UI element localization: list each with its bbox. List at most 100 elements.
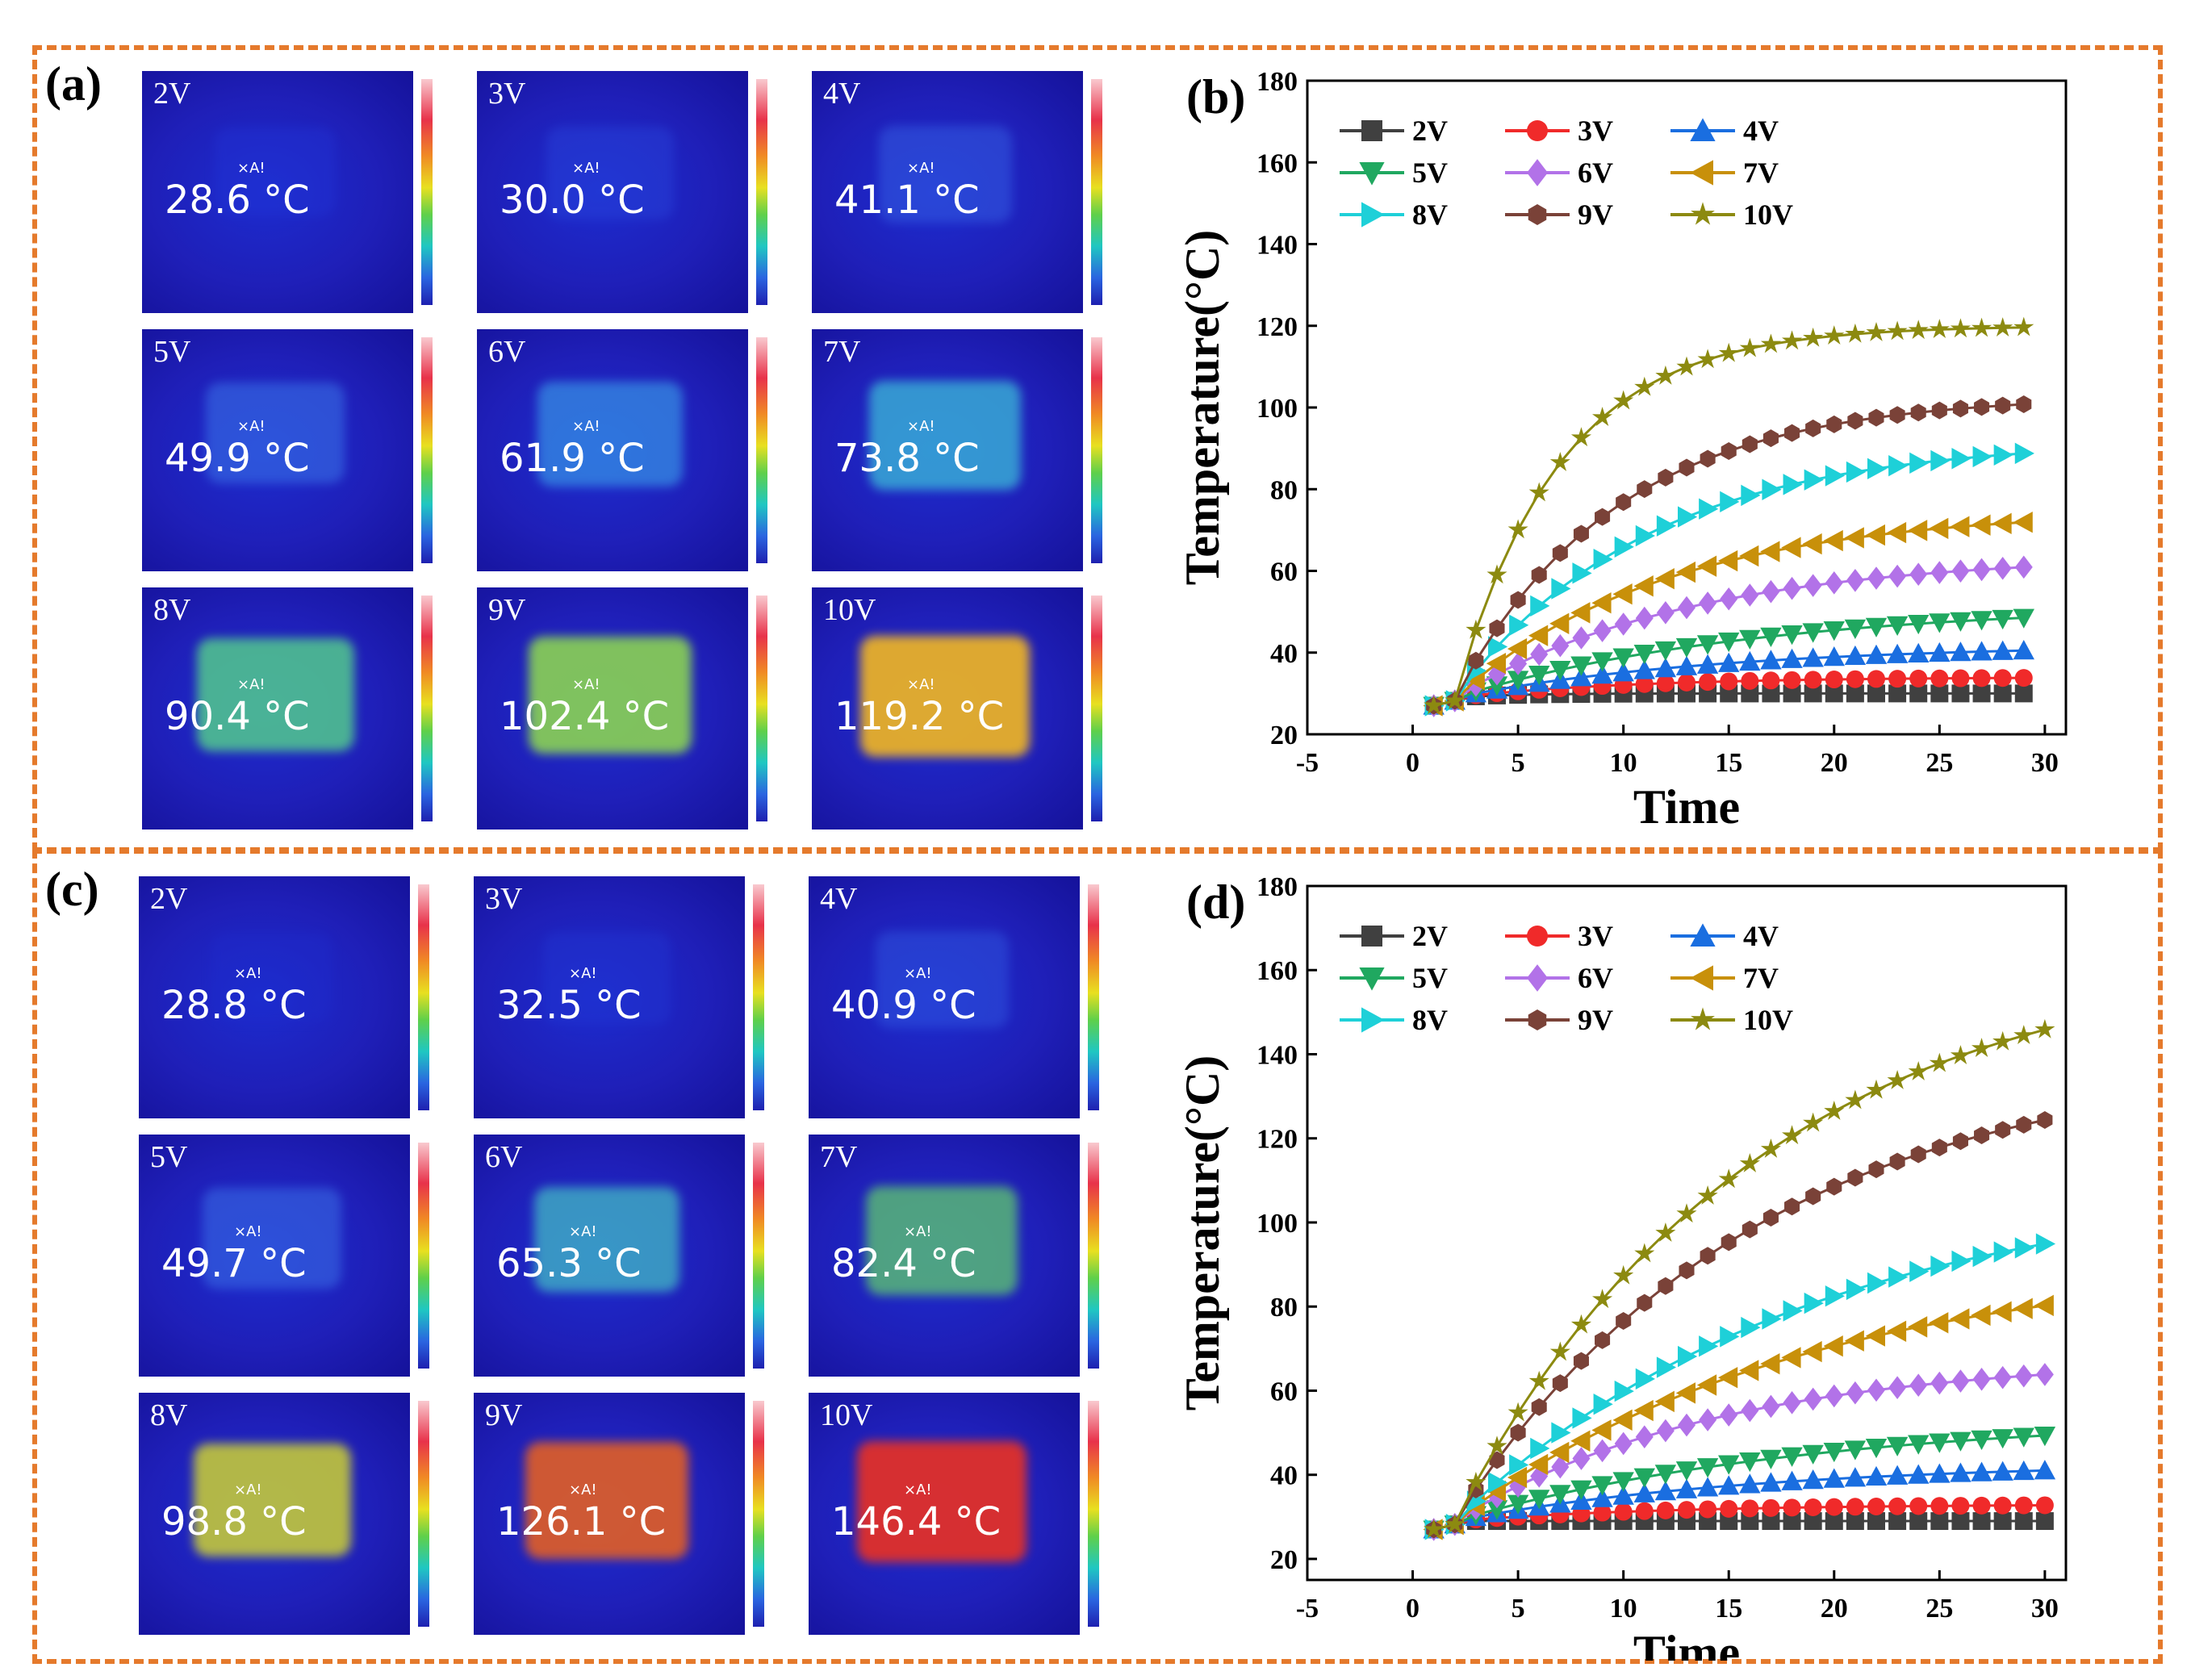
data-point — [1699, 1408, 1717, 1431]
data-point — [1929, 517, 1949, 540]
data-point — [1678, 506, 1698, 528]
data-point — [1950, 612, 1971, 632]
spot-marker: ×A! — [572, 160, 600, 177]
hot-region — [215, 127, 336, 216]
legend-marker — [1361, 1007, 1385, 1033]
voltage-label: 2V — [150, 882, 188, 916]
data-point — [1696, 1458, 1719, 1478]
data-point — [1595, 1331, 1611, 1349]
data-point — [1718, 342, 1739, 362]
hot-region — [860, 636, 1030, 757]
thermal-image-10v: 10V ×A! 146.4 °C — [809, 1393, 1080, 1635]
colorbar — [1088, 1401, 1099, 1627]
data-point — [1950, 1462, 1971, 1482]
data-point — [1909, 562, 1928, 587]
data-point — [1592, 407, 1613, 427]
data-point — [1593, 1394, 1613, 1415]
thermal-image-3v: 3V ×A! 32.5 °C — [474, 876, 745, 1118]
legend-entry-5v: 5V — [1340, 962, 1448, 994]
data-point — [1633, 659, 1655, 679]
data-point — [1930, 1512, 1949, 1531]
series-line — [1433, 1028, 2046, 1531]
data-point — [1909, 1260, 1930, 1282]
data-point — [1656, 600, 1675, 625]
data-point — [1697, 1185, 1718, 1205]
data-point — [1824, 1101, 1845, 1120]
data-point — [1886, 616, 1909, 636]
data-point — [1720, 1512, 1738, 1531]
data-point — [1760, 333, 1781, 353]
hot-region — [866, 1185, 1018, 1295]
data-point — [1760, 1449, 1782, 1469]
data-point — [1612, 1409, 1633, 1431]
thermal-image-4v: 4V ×A! 41.1 °C — [812, 71, 1083, 313]
legend-entry-4v: 4V — [1670, 920, 1779, 952]
data-point — [1424, 1519, 1445, 1539]
data-point — [1528, 1490, 1550, 1510]
data-point — [1865, 1438, 1888, 1459]
data-point — [1552, 1374, 1568, 1393]
data-point — [1655, 365, 1676, 385]
data-point — [1591, 664, 1613, 684]
data-point — [1908, 1060, 1929, 1080]
x-tick-label: 25 — [1925, 1594, 1953, 1624]
data-point — [1824, 325, 1845, 345]
data-point — [1825, 684, 1843, 703]
data-point — [2014, 1237, 2034, 1259]
data-point — [1549, 1441, 1570, 1464]
data-point — [1951, 1250, 1971, 1273]
data-point — [1633, 1482, 1655, 1502]
data-point — [1972, 445, 1992, 468]
data-point — [2035, 1496, 2054, 1515]
data-point — [1530, 1437, 1550, 1460]
legend-marker — [1528, 1009, 1547, 1030]
data-point — [1762, 1498, 1780, 1517]
data-point — [1572, 626, 1591, 650]
y-tick-label: 20 — [1270, 1545, 1298, 1575]
legend-marker — [1361, 120, 1382, 141]
spot-marker: ×A! — [234, 1481, 262, 1498]
data-point — [1656, 515, 1677, 537]
hot-region — [869, 380, 1021, 490]
data-point — [1678, 673, 1696, 692]
data-point — [1741, 583, 1759, 607]
temperature-readout: 73.8 °C — [834, 436, 980, 481]
data-point — [1741, 484, 1761, 507]
chart-d: -5 0 5 10 15 20 25 30 20 40 60 80 100 120 140 160 180 Tim… — [1176, 872, 2068, 1661]
thermal-image-9v: 9V ×A! 102.4 °C — [477, 587, 748, 830]
data-point — [1781, 537, 1801, 558]
voltage-label: 7V — [820, 1140, 858, 1174]
data-point — [1530, 642, 1549, 667]
data-point — [2013, 512, 2033, 533]
legend-entry-3v: 3V — [1505, 115, 1613, 147]
data-point — [1528, 666, 1550, 686]
data-point — [1613, 1264, 1634, 1285]
voltage-label: 7V — [823, 335, 861, 369]
data-point — [1909, 452, 1930, 474]
data-point — [1846, 1381, 1864, 1405]
x-tick-label: 30 — [2031, 748, 2059, 778]
legend-label: 4V — [1743, 920, 1779, 952]
spot-marker: ×A! — [569, 965, 597, 982]
data-point — [1995, 1121, 2011, 1139]
data-point — [1552, 544, 1568, 562]
data-point — [1531, 566, 1547, 584]
data-point — [1951, 669, 1970, 687]
spot-marker: ×A! — [904, 1223, 932, 1240]
data-point — [1762, 1208, 1779, 1227]
spot-marker: ×A! — [234, 965, 262, 982]
y-tick-label: 180 — [1256, 872, 1298, 902]
spot-marker: ×A! — [234, 1223, 262, 1240]
spot-marker: ×A! — [237, 418, 266, 435]
data-point — [1866, 1079, 1887, 1099]
data-point — [2013, 1298, 2033, 1319]
hot-region — [534, 1187, 679, 1292]
data-point — [1762, 479, 1782, 500]
data-point — [1739, 545, 1759, 567]
voltage-label: 6V — [485, 1140, 523, 1174]
legend-label: 8V — [1412, 199, 1448, 231]
data-point — [1676, 1203, 1697, 1223]
data-point — [1971, 514, 1991, 536]
data-point — [1486, 564, 1507, 584]
data-point — [1593, 548, 1613, 570]
